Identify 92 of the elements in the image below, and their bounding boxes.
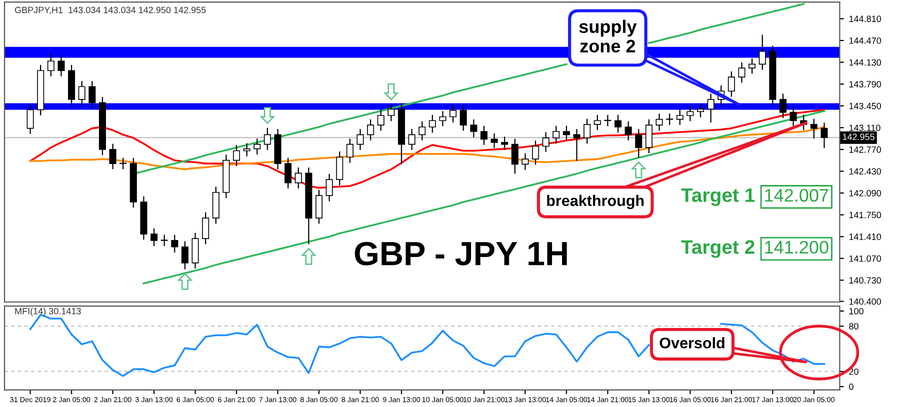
y-tick-label: 0	[849, 384, 854, 390]
candlestick	[171, 234, 178, 253]
candlestick	[26, 104, 34, 134]
y-tick-label: 100	[849, 308, 864, 314]
candlestick	[47, 54, 54, 76]
annotation: 142.007	[765, 188, 828, 202]
candlestick	[326, 174, 333, 202]
candlestick	[254, 138, 261, 154]
y-tick-label: 141.750	[849, 212, 882, 218]
candlestick	[748, 58, 756, 74]
candlestick	[604, 114, 612, 126]
candlestick	[367, 119, 374, 140]
y-tick-label: 144.470	[849, 37, 882, 44]
y-tick-label: 142.770	[849, 146, 882, 153]
candlestick	[552, 126, 560, 144]
ref-line-label: 142.955	[842, 134, 874, 140]
annotation: Oversold	[660, 337, 724, 348]
candlestick	[562, 126, 570, 140]
y-tick-label: 143.450	[849, 102, 882, 110]
candlestick	[418, 121, 426, 140]
candlestick	[542, 132, 550, 152]
y-tick-label: 140.730	[849, 277, 882, 284]
candlestick	[294, 167, 302, 188]
candlestick	[573, 129, 580, 161]
candlestick	[58, 55, 65, 76]
annotation: GBP - JPY 1H	[354, 242, 567, 266]
y-tick-label: 141.070	[849, 255, 882, 262]
y-tick-label: 80	[849, 323, 858, 330]
annotation: Target 1	[681, 188, 755, 206]
candlestick	[707, 94, 714, 122]
annotation: Target 2	[681, 240, 754, 258]
candlestick	[511, 138, 518, 174]
candlestick	[532, 140, 540, 165]
candlestick	[243, 143, 250, 156]
candlestick	[181, 241, 188, 270]
candlestick	[88, 80, 96, 108]
candlestick	[336, 151, 344, 186]
candlestick	[614, 114, 622, 133]
candlestick	[109, 144, 116, 170]
candlestick	[450, 104, 457, 122]
candlestick	[779, 94, 786, 118]
y-tick-label: 142.090	[849, 190, 882, 196]
candlestick	[160, 234, 168, 246]
candlestick	[428, 114, 436, 133]
candlestick	[584, 118, 591, 144]
y-tick-label: 141.410	[849, 234, 882, 240]
candlestick	[315, 190, 322, 224]
chart-title: GBPJPY,H1 143.034 143.034 142.950 142.955	[14, 6, 206, 14]
candlestick	[790, 106, 797, 126]
candlestick	[656, 114, 663, 131]
candlestick	[810, 118, 818, 138]
candlestick	[635, 129, 642, 158]
candlestick	[346, 138, 354, 163]
candlestick	[738, 62, 746, 83]
annotation: MFI(14) 30.1413	[15, 308, 81, 316]
candlestick	[460, 104, 467, 131]
candlestick	[666, 114, 674, 126]
candlestick	[490, 134, 498, 148]
candlestick	[624, 121, 632, 140]
candlestick	[284, 158, 292, 188]
candlestick	[480, 126, 488, 145]
candlestick	[696, 103, 704, 118]
candlestick	[264, 128, 271, 150]
y-tick-label: 142.430	[849, 168, 882, 175]
candlestick	[758, 34, 766, 70]
candlestick	[408, 129, 416, 150]
candlestick	[78, 80, 86, 106]
y-tick-label: 143.790	[849, 81, 882, 88]
candlestick	[470, 119, 478, 138]
y-tick-label: 140.400	[849, 298, 882, 305]
candlestick	[501, 136, 508, 150]
annotation: breakthrough	[547, 194, 644, 210]
annotation: 141.200	[765, 240, 828, 254]
candlestick	[439, 111, 446, 126]
candlestick	[232, 145, 240, 166]
candlestick	[202, 212, 210, 244]
candlestick	[820, 122, 828, 148]
y-tick-label: 143.110	[849, 124, 880, 132]
candlestick	[676, 110, 684, 126]
candlestick	[594, 114, 601, 130]
candlestick	[377, 110, 384, 131]
annotation: supply zone 2	[579, 20, 637, 52]
candlestick	[120, 158, 127, 170]
y-tick-label: 144.130	[849, 59, 882, 66]
y-tick-label: 144.810	[849, 16, 882, 22]
candlestick	[686, 106, 694, 122]
candlestick	[728, 71, 735, 97]
candlestick	[645, 119, 652, 154]
candlestick	[388, 104, 395, 122]
candlestick	[150, 228, 158, 246]
candlestick	[356, 129, 364, 150]
candlestick	[522, 153, 529, 170]
